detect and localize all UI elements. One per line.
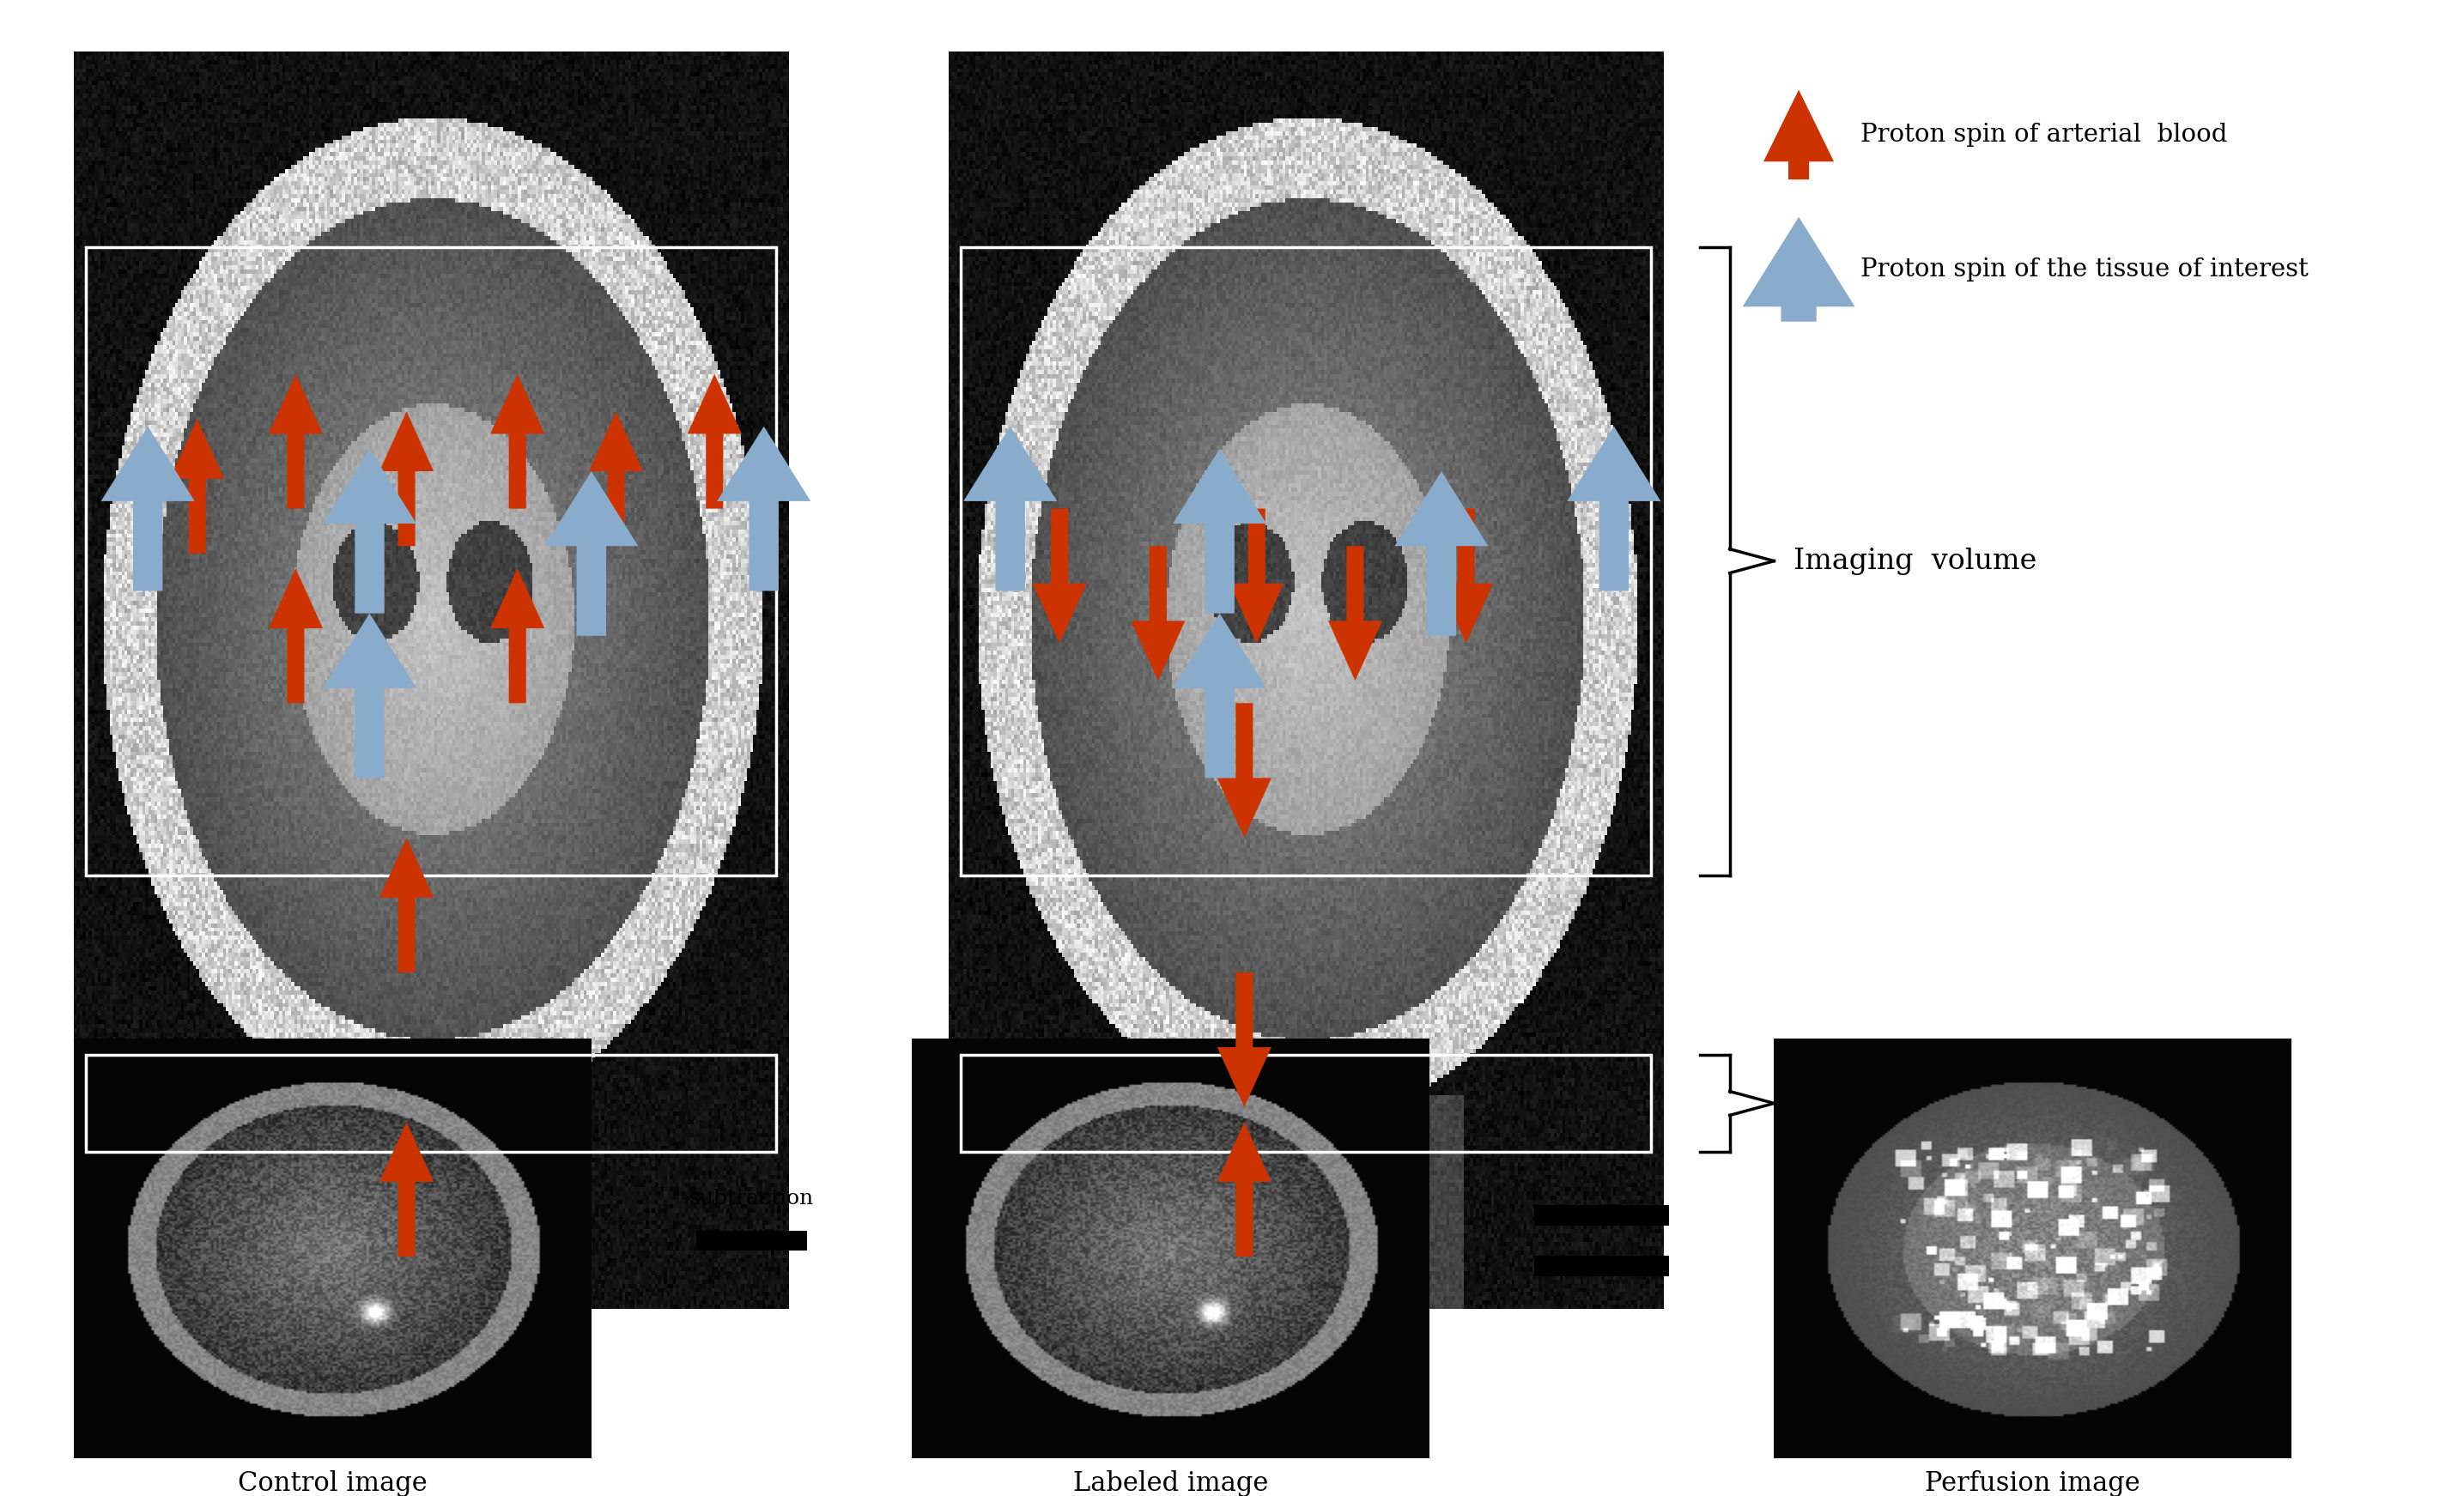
FancyArrow shape: [269, 374, 323, 509]
Bar: [961, 247, 1651, 875]
FancyArrow shape: [1173, 613, 1266, 778]
FancyArrow shape: [1217, 703, 1271, 838]
FancyArrow shape: [323, 449, 416, 613]
FancyArrow shape: [1567, 426, 1661, 591]
FancyArrow shape: [1395, 471, 1488, 636]
FancyArrow shape: [1173, 449, 1266, 613]
FancyArrow shape: [379, 411, 434, 546]
Text: Proton spin of arterial  blood: Proton spin of arterial blood: [1860, 123, 2227, 147]
FancyArrow shape: [1328, 546, 1382, 681]
FancyArrow shape: [170, 419, 224, 554]
Bar: [695, 1231, 806, 1251]
FancyArrow shape: [1230, 509, 1284, 643]
FancyArrow shape: [379, 838, 434, 972]
Text: Perfusion image: Perfusion image: [1924, 1471, 2141, 1496]
Text: subtraction: subtraction: [690, 1189, 813, 1209]
FancyArrow shape: [687, 374, 742, 509]
FancyArrow shape: [1439, 509, 1493, 643]
Bar: [1533, 1204, 1671, 1225]
FancyArrow shape: [490, 374, 545, 509]
Text: Proton spin of the tissue of interest: Proton spin of the tissue of interest: [1860, 257, 2309, 281]
Text: Labeled image: Labeled image: [1072, 1471, 1269, 1496]
FancyArrow shape: [101, 426, 195, 591]
FancyArrow shape: [545, 471, 638, 636]
FancyArrow shape: [963, 426, 1057, 591]
Bar: [1533, 1255, 1671, 1276]
FancyArrow shape: [1742, 217, 1855, 322]
Bar: [86, 247, 776, 875]
Bar: [961, 1055, 1651, 1152]
FancyArrow shape: [269, 568, 323, 703]
Text: Control image: Control image: [239, 1471, 426, 1496]
FancyArrow shape: [1764, 90, 1833, 180]
Text: Labeling plane: Labeling plane: [1794, 1089, 2011, 1118]
FancyArrow shape: [1032, 509, 1087, 643]
FancyArrow shape: [589, 411, 643, 546]
FancyArrow shape: [1217, 1122, 1271, 1257]
FancyArrow shape: [379, 1122, 434, 1257]
FancyArrow shape: [323, 613, 416, 778]
FancyArrow shape: [717, 426, 811, 591]
FancyArrow shape: [490, 568, 545, 703]
Bar: [86, 1055, 776, 1152]
FancyArrow shape: [1217, 972, 1271, 1107]
FancyArrow shape: [1131, 546, 1185, 681]
Text: Imaging  volume: Imaging volume: [1794, 548, 2038, 574]
